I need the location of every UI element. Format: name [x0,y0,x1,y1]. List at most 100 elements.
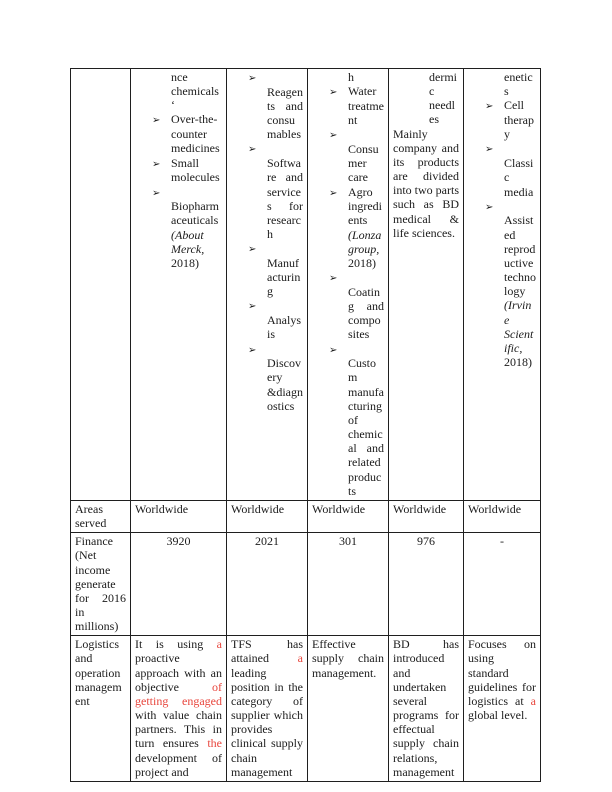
arrow-bullet-icon: ➢ [248,344,257,356]
bullet-item: ➢ Assisted reproductive technology (Irvin… [468,199,536,370]
text-segment: proactive approach with an objective [135,651,222,694]
bullet-item: ➢ Agro ingredients (Lonza group, 2018) [312,185,384,271]
text-segment: 2018) [171,255,199,270]
italic-text-segment: (Irvine Scientific, [504,298,534,355]
red-text-segment: the [207,736,222,751]
areas-cell: Worldwide [388,499,464,534]
arrow-bullet-icon: ➢ [152,115,161,127]
bullet-item: ➢ Analysis [231,298,303,341]
text-segment: Discovery &diagnostics [267,356,303,413]
row-label-areas-served: Areas served [70,499,131,534]
arrow-bullet-icon: ➢ [329,130,338,142]
finance-value: 301 [307,532,389,637]
continuation-text: nce chemicals ‘ [171,70,219,113]
company-comparison-table: nce chemicals ‘ ➢ Over-the-counter medici… [70,68,541,782]
text-segment: Agro ingredients [348,184,382,228]
text-segment: It is using [135,637,217,652]
bullet-item-text: Coating and composites [348,285,384,341]
bullet-item: ➢ Small molecules [135,156,222,185]
bullet-list: ➢ Over-the-counter medicines ➢ Small molecu… [135,112,222,270]
text-segment: Small molecules [171,155,220,185]
arrow-bullet-icon: ➢ [248,301,257,313]
bullet-item: ➢ Coating and composites [312,270,384,341]
italic-text-segment: (About Merck, [171,227,205,256]
bullet-item: ➢ Classic media [468,141,536,198]
arrow-bullet-icon: ➢ [485,144,494,156]
row-label-empty [70,68,131,501]
bullet-item-text: Classic media [504,156,533,198]
logistics-cell-merck: It is using a proactive approach with an… [130,635,227,782]
bullet-item-text: Water treatment [348,84,384,127]
products-cell-lonza: h ➢ Water treatment ➢ Consumer care ➢ Agro in… [307,68,389,501]
bullet-item-text: Over-the-counter medicines [171,112,220,155]
products-cell-tfs: ➢ Reagents and consumables ➢ Software and s… [226,68,308,501]
bullet-item: ➢ Reagents and consumables [231,70,303,141]
logistics-cell-bd: BD has introduced and undertaken several… [388,635,464,782]
products-cell-bd: dermic needles Mainly company and its pr… [388,68,464,501]
continuation-text: dermic needles [429,70,457,127]
arrow-bullet-icon: ➢ [329,187,338,199]
text-segment: leading position in the category of supp… [231,665,303,779]
text-segment: Reagents and consumables [267,84,303,142]
red-text-segment: of getting engaged [135,679,222,708]
bullet-item-text: Cell therapy [504,98,534,141]
text-segment: Biopharmaceuticals [171,199,219,228]
text-segment: Manufacturing [267,255,301,299]
areas-served-row: Areas served Worldwide Worldwide Worldwi… [70,499,541,534]
text-segment: Focuses on using standard guidelines for… [468,637,536,708]
finance-value: 3920 [130,532,227,637]
bullet-item-text: Software and services for research [267,156,303,241]
text-segment: Classic media [504,156,534,199]
paragraph-text: Mainly company and its products are divi… [393,126,459,240]
text-segment: 2018) [504,355,532,370]
bullet-item: ➢ Biopharmaceuticals (About Merck, 2018) [135,185,222,271]
areas-cell: Worldwide [226,499,308,534]
text-segment: Assisted reproductive technology [504,213,536,299]
text-segment: TFS has attained [231,637,303,666]
finance-value: 976 [388,532,464,637]
continuation-text: h [348,70,354,84]
areas-cell: Worldwide [307,499,389,534]
text-segment: Over-the-counter medicines [171,112,220,156]
logistics-cell-tfs: TFS has attained a leading position in t… [226,635,308,782]
bullet-item: ➢ Cell therapy [468,98,536,141]
row-label-logistics: Logistics and operation management [70,635,131,782]
text-segment: Coating and composites [348,284,384,342]
products-row: nce chemicals ‘ ➢ Over-the-counter medici… [70,68,541,501]
finance-value: - [463,532,541,637]
bullet-list: ➢ Reagents and consumables ➢ Software and s… [231,70,303,413]
text-segment: Analysis [267,313,301,342]
red-text-segment: a [216,637,222,652]
bullet-item-text: Biopharmaceuticals (About Merck, 2018) [171,199,219,270]
bullet-item: ➢ Water treatment [312,84,384,127]
text-segment: Effective supply chain management. [312,637,384,680]
red-text-segment: a [530,693,536,708]
products-cell-merck: nce chemicals ‘ ➢ Over-the-counter medici… [130,68,227,501]
bullet-item-text: Custom manufacturing of chemical and rel… [348,356,384,497]
text-segment: BD has introduced and undertaken several… [393,637,459,779]
products-cell-irvine: enetics ➢ Cell therapy ➢ Classic media ➢ Assi… [463,68,541,501]
bullet-item-text: Discovery &diagnostics [267,356,303,412]
finance-value: 2021 [226,532,308,637]
text-segment: with value chain partners. This in turn … [135,708,222,751]
arrow-bullet-icon: ➢ [248,244,257,256]
areas-cell: Worldwide [463,499,541,534]
arrow-bullet-icon: ➢ [329,344,338,356]
text-segment: Consumer care [348,142,379,185]
bullet-item: ➢ Consumer care [312,127,384,184]
arrow-bullet-icon: ➢ [248,73,257,84]
bullet-item-text: Reagents and consumables [267,85,303,141]
continuation-text: enetics [504,70,533,99]
row-label-finance: Finance (Net income generate for 2016 in… [70,532,131,637]
bullet-item: ➢ Manufacturing [231,241,303,298]
arrow-bullet-icon: ➢ [152,187,161,199]
bullet-item-text: Analysis [267,313,301,341]
arrow-bullet-icon: ➢ [329,273,338,285]
bullet-item-text: Manufacturing [267,256,300,298]
bullet-item: ➢ Software and services for research [231,141,303,241]
arrow-bullet-icon: ➢ [248,144,257,156]
arrow-bullet-icon: ➢ [485,101,494,113]
text-segment: Software and services for research [267,156,303,241]
bullet-item: ➢ Discovery &diagnostics [231,342,303,413]
